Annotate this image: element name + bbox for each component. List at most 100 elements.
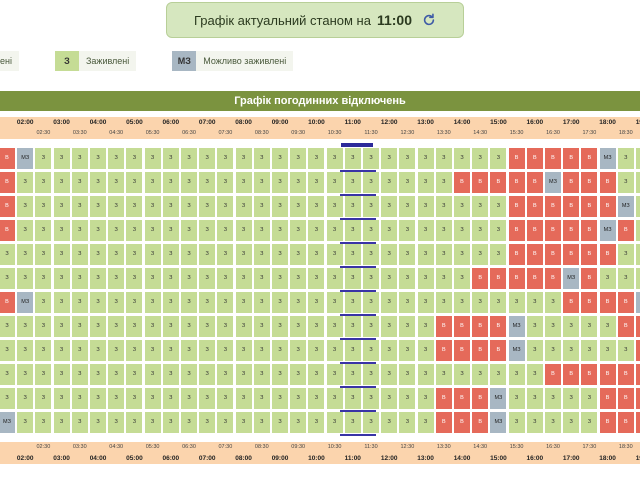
cell-off: В [581, 172, 598, 193]
cell-powered: З [162, 292, 179, 313]
cell-powered: З [545, 412, 561, 433]
cell-powered: З [53, 172, 70, 193]
half-hour-label: 18:30 [618, 130, 633, 136]
cell-powered: З [199, 340, 216, 361]
current-time-line [340, 266, 376, 268]
cell-maybe-powered: МЗ [617, 196, 634, 217]
cell-powered: З [0, 340, 15, 361]
cell-powered: З [90, 268, 106, 289]
refresh-icon[interactable] [422, 13, 436, 27]
cell-powered: З [17, 196, 34, 217]
hour-label: 10:00 [308, 455, 325, 462]
cell-powered: З [108, 268, 125, 289]
half-hour-label: 07:30 [218, 130, 233, 136]
cell-off: В [472, 316, 489, 337]
cell-powered: З [490, 364, 507, 385]
current-time-line [340, 362, 376, 364]
cell-powered: З [71, 388, 88, 409]
legend-label-maybe-powered: Можливо заживлені [203, 56, 287, 66]
half-hour-label: 11:30 [364, 444, 378, 450]
cell-powered: З [563, 412, 580, 433]
half-hour-label: 03:30 [72, 130, 87, 136]
cell-powered: З [326, 388, 343, 409]
cell-off: В [0, 148, 15, 169]
hour-label: 06:00 [162, 119, 180, 126]
cell-powered: З [381, 388, 398, 409]
cell-powered: З [17, 268, 34, 289]
cell-powered: З [490, 148, 507, 169]
cell-off: В [0, 172, 15, 193]
cell-powered: З [53, 244, 70, 265]
legend-item-maybe-powered: МЗ Можливо заживлені [172, 51, 294, 71]
cell-powered: З [199, 172, 216, 193]
cell-powered: З [399, 196, 416, 217]
cell-powered: З [508, 292, 525, 313]
cell-powered: З [636, 196, 640, 217]
cell-powered: З [563, 316, 580, 337]
cell-powered: З [108, 220, 125, 241]
cell-powered: З [344, 364, 361, 385]
cell-powered: З [217, 268, 234, 289]
cell-maybe-powered: МЗ [636, 292, 640, 313]
cell-powered: З [454, 196, 470, 217]
half-hour-label: 17:30 [582, 444, 597, 450]
cell-powered: З [217, 340, 234, 361]
legend-label-powered: Заживлені [85, 56, 130, 66]
cell-off: В [581, 268, 598, 289]
cell-powered: З [144, 364, 161, 385]
cell-powered: З [636, 148, 640, 169]
cell-powered: З [272, 268, 288, 289]
cell-powered: З [90, 196, 106, 217]
cell-off: В [0, 292, 15, 313]
cell-powered: З [399, 292, 416, 313]
hour-label: 08:00 [235, 455, 252, 462]
cell-powered: З [162, 172, 179, 193]
cell-powered: З [290, 196, 307, 217]
cell-powered: З [53, 148, 70, 169]
cell-powered: З [71, 148, 88, 169]
cell-off: В [508, 244, 525, 265]
cell-powered: З [308, 172, 325, 193]
cell-powered: З [617, 148, 634, 169]
cell-powered: З [290, 340, 307, 361]
cell-powered: З [17, 172, 34, 193]
cell-powered: З [272, 316, 288, 337]
cell-powered: З [217, 220, 234, 241]
cell-powered: З [90, 244, 106, 265]
cell-powered: З [399, 244, 416, 265]
cell-powered: З [108, 172, 125, 193]
cell-powered: З [253, 172, 270, 193]
cell-powered: З [108, 316, 125, 337]
cell-powered: З [162, 412, 179, 433]
hour-label: 02:00 [16, 455, 34, 462]
cell-powered: З [417, 364, 434, 385]
cell-powered: З [581, 388, 598, 409]
status-time: 11:00 [376, 12, 413, 28]
cell-powered: З [253, 292, 270, 313]
cell-powered: З [71, 268, 88, 289]
cell-powered: З [545, 316, 561, 337]
cell-maybe-powered: МЗ [508, 340, 525, 361]
cell-off: В [581, 364, 598, 385]
cell-powered: З [90, 172, 106, 193]
cell-off: В [472, 340, 489, 361]
cell-powered: З [53, 268, 70, 289]
cell-off: В [472, 268, 489, 289]
cell-powered: З [90, 412, 106, 433]
cell-powered: З [181, 388, 197, 409]
cell-powered: З [417, 316, 434, 337]
cell-powered: З [144, 244, 161, 265]
cell-off: В [508, 220, 525, 241]
legend-item-off: ені [0, 51, 19, 71]
cell-powered: З [272, 388, 288, 409]
cell-off: В [0, 220, 15, 241]
cell-off: В [599, 364, 616, 385]
cell-off: В [563, 196, 580, 217]
half-hour-label: 15:30 [509, 130, 524, 136]
cell-powered: З [181, 196, 197, 217]
cell-powered: З [308, 412, 325, 433]
cell-powered: З [0, 244, 15, 265]
cell-powered: З [417, 292, 434, 313]
legend-label-off: ені [0, 56, 12, 66]
cell-powered: З [90, 340, 106, 361]
